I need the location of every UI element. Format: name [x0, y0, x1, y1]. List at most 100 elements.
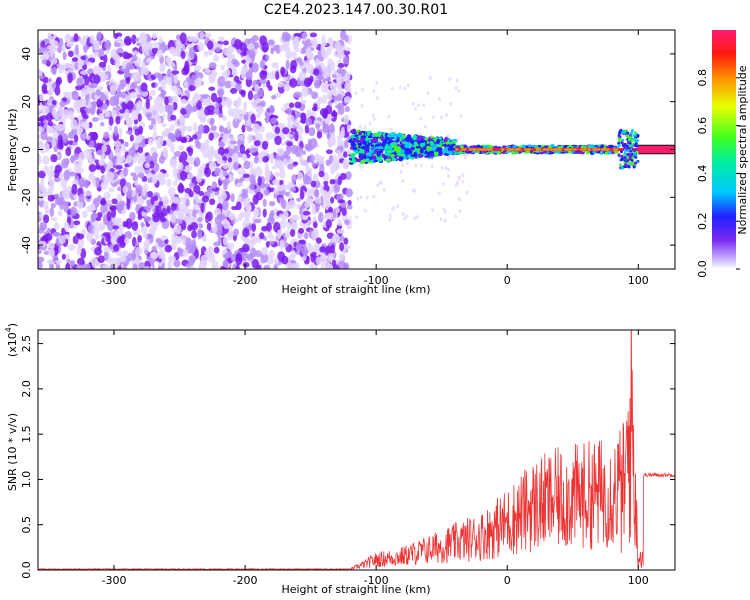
- heatmap-cell: [229, 140, 238, 145]
- heatmap-cell: [158, 212, 165, 219]
- heatmap-cell: [442, 182, 446, 187]
- heatmap-cell: [542, 150, 548, 154]
- heatmap-cell: [122, 263, 128, 269]
- heatmap-cell: [193, 97, 199, 103]
- heatmap-cell: [358, 131, 363, 136]
- heatmap-cell: [605, 148, 610, 151]
- heatmap-cell: [255, 191, 264, 201]
- heatmap-cell: [436, 138, 441, 145]
- heatmap-cell: [295, 152, 302, 157]
- heatmap-cell: [145, 98, 150, 110]
- snr-frame: [37, 329, 676, 571]
- heatmap-cell: [109, 205, 117, 211]
- heatmap-cell: [331, 259, 337, 268]
- heatmap-cell: [217, 146, 225, 157]
- heatmap-cell: [356, 196, 360, 201]
- heatmap-cell: [159, 63, 166, 73]
- heatmap-cell: [325, 219, 332, 229]
- heatmap-cell: [253, 156, 259, 164]
- heatmap-cell: [417, 103, 421, 108]
- heatmap-cell: [627, 165, 631, 169]
- heatmap-cell: [256, 264, 262, 269]
- heatmap-cell: [484, 145, 489, 149]
- heatmap-cell: [207, 40, 214, 50]
- heatmap-cell: [224, 80, 233, 89]
- heatmap-cell: [307, 219, 313, 225]
- heatmap-cell: [368, 121, 372, 126]
- heatmap-cell: [172, 181, 178, 187]
- heatmap-cell: [329, 123, 335, 134]
- heatmap-cell: [100, 204, 108, 214]
- heatmap-cell: [377, 158, 383, 162]
- heatmap-cell: [222, 40, 229, 46]
- heatmap-cell: [443, 209, 447, 214]
- heatmap-cell: [266, 254, 274, 265]
- heatmap-cell: [371, 134, 375, 138]
- heatmap-cell: [224, 97, 233, 106]
- heatmap-cell: [399, 169, 403, 174]
- heatmap-cell: [169, 157, 177, 168]
- heatmap-cell: [126, 191, 131, 197]
- heatmap-cell: [313, 79, 321, 89]
- heatmap-cell: [458, 208, 462, 213]
- heatmap-cell: [103, 191, 111, 200]
- heatmap-cell: [245, 238, 250, 245]
- heatmap-cell: [419, 163, 423, 168]
- heatmap-cell: [101, 144, 107, 153]
- heatmap-cell: [61, 158, 69, 169]
- heatmap-cell: [216, 232, 222, 238]
- heatmap-cell: [360, 103, 364, 108]
- heatmap-cell: [234, 218, 240, 223]
- heatmap-cell: [180, 98, 187, 104]
- heatmap-cell: [96, 86, 104, 91]
- heatmap-cell: [338, 260, 346, 269]
- heatmap-cell: [194, 65, 202, 72]
- heatmap-cell: [126, 198, 131, 210]
- heatmap-cell: [179, 118, 184, 127]
- heatmap-cell: [118, 127, 123, 139]
- heatmap-cell: [92, 74, 101, 84]
- heatmap-cell: [219, 170, 224, 181]
- heatmap-cell: [518, 145, 523, 148]
- heatmap-cell: [137, 235, 142, 243]
- heatmap-cell: [405, 136, 410, 140]
- heatmap-cell: [303, 231, 309, 240]
- colorbar: 0.0 0.2 0.4 0.6 0.8 Normalized spectral ampl…: [696, 30, 749, 278]
- heatmap-cell: [262, 183, 271, 188]
- heatmap-cell: [628, 157, 632, 161]
- heatmap-cell: [218, 36, 225, 42]
- heatmap-cell: [330, 196, 335, 204]
- heatmap-cell: [38, 170, 46, 179]
- heatmap-cell: [45, 59, 51, 67]
- heatmap-cell: [51, 100, 57, 106]
- heatmap-cell: [292, 161, 299, 166]
- heatmap-cell: [424, 150, 428, 155]
- heatmap-cell: [200, 147, 205, 153]
- heatmap-cell: [336, 67, 344, 74]
- heatmap-cell: [280, 184, 289, 191]
- heatmap-cell: [38, 256, 45, 263]
- heatmap-cell: [454, 183, 458, 188]
- heatmap-cell: [545, 148, 550, 151]
- heatmap-cell: [212, 225, 218, 234]
- heatmap-cell: [129, 91, 138, 99]
- heatmap-cell: [176, 209, 184, 220]
- heatmap-cell: [222, 133, 230, 141]
- heatmap-cell: [166, 205, 171, 214]
- heatmap-cell: [247, 43, 255, 50]
- heatmap-cell: [311, 91, 319, 100]
- heatmap-cell: [621, 144, 625, 148]
- heatmap-cell: [262, 156, 269, 163]
- heatmap-cell: [216, 153, 223, 165]
- heatmap-cell: [299, 190, 305, 200]
- heatmap-cell: [275, 159, 284, 169]
- heatmap-cell: [38, 233, 41, 241]
- heatmap-cell: [179, 197, 187, 203]
- heatmap-cell: [50, 154, 58, 163]
- heatmap-cell: [151, 32, 157, 40]
- heatmap-cell: [263, 151, 268, 156]
- heatmap-cell: [339, 30, 347, 41]
- heatmap-cell: [188, 244, 196, 254]
- heatmap-cell: [239, 144, 246, 154]
- heatmap-cell: [477, 148, 482, 151]
